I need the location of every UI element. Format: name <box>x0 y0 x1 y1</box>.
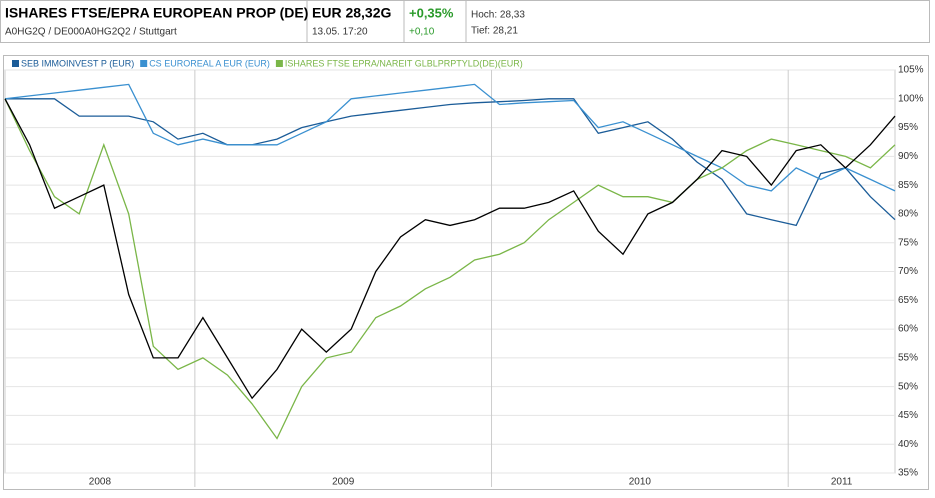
y-tick-label: 60% <box>898 324 918 335</box>
y-tick-label: 85% <box>898 180 918 191</box>
low: Tief: 28,21 <box>471 26 518 37</box>
high: Hoch: 28,33 <box>471 10 525 21</box>
y-tick-label: 70% <box>898 266 918 277</box>
y-tick-label: 105% <box>898 65 924 76</box>
x-tick-label: 2009 <box>332 477 355 488</box>
y-tick-label: 75% <box>898 237 918 248</box>
change-abs: +0,10 <box>409 27 435 38</box>
legend-swatch <box>275 60 283 67</box>
x-tick-label: 2011 <box>831 477 853 488</box>
x-tick-label: 2008 <box>89 477 112 488</box>
legend-label: ISHARES FTSE EPRA/NAREIT GLBLPRPTYLD(DE)… <box>285 58 523 68</box>
series-line <box>5 98 896 227</box>
price: EUR 28,32G <box>312 5 391 21</box>
y-tick-label: 90% <box>898 151 918 162</box>
y-tick-label: 65% <box>898 295 918 306</box>
x-tick-label: 2010 <box>629 477 652 488</box>
y-tick-label: 45% <box>898 410 918 421</box>
legend-swatch <box>12 60 19 67</box>
legend-swatch <box>140 60 148 67</box>
change-pct: +0,35% <box>409 5 454 20</box>
series-line <box>4 98 896 400</box>
y-tick-label: 55% <box>898 352 918 363</box>
y-tick-label: 80% <box>898 209 918 220</box>
legend-label: SEB IMMOINVEST P (EUR) <box>21 58 134 68</box>
title: ISHARES FTSE/EPRA EUROPEAN PROP (DE) <box>5 5 308 21</box>
time: 13.05. 17:20 <box>312 27 368 38</box>
legend-label: CS EUROREAL A EUR (EUR) <box>149 58 270 68</box>
y-tick-label: 95% <box>898 122 918 133</box>
series-line <box>4 98 896 440</box>
y-tick-label: 40% <box>898 439 918 450</box>
header-box <box>0 0 930 43</box>
y-tick-label: 35% <box>898 468 918 479</box>
y-tick-label: 100% <box>898 93 924 104</box>
y-tick-label: 50% <box>898 381 918 392</box>
series-line <box>4 83 896 192</box>
ids: A0HG2Q / DE000A0HG2Q2 / Stuttgart <box>5 27 177 38</box>
